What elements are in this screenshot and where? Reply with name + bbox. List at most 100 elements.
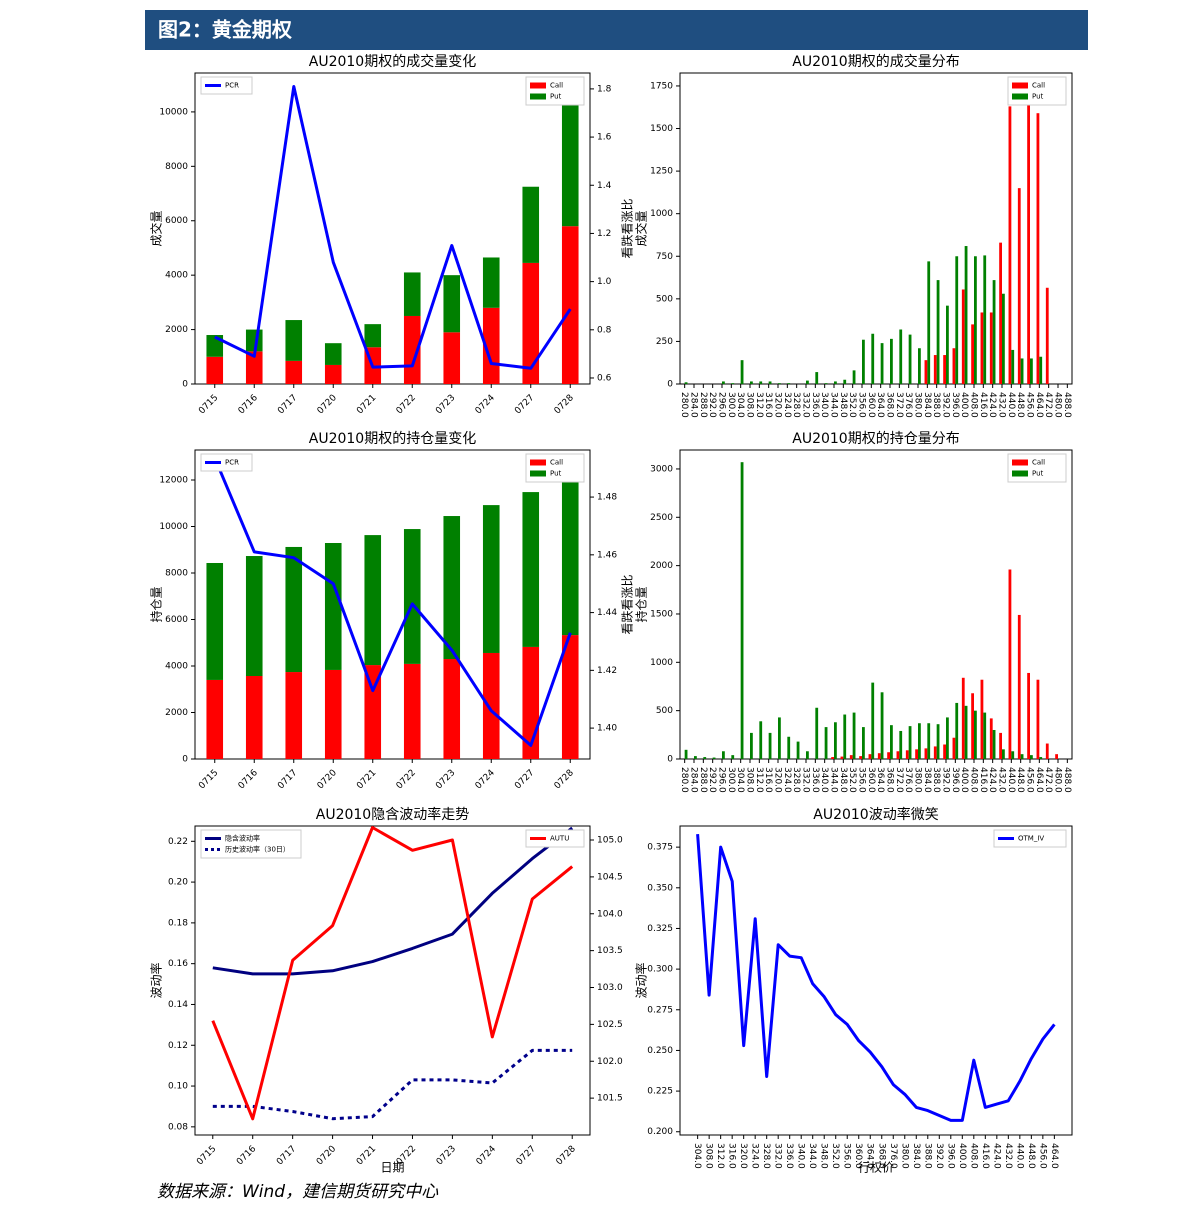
legend-swatch	[530, 470, 546, 477]
legend-label: Call	[550, 82, 563, 90]
x-tick-label: 312.0	[754, 767, 764, 793]
y-tick-label: 2000	[165, 708, 188, 718]
chart-title: AU2010波动率微笑	[813, 806, 938, 823]
y2-tick-label: 101.5	[597, 1094, 623, 1104]
bar	[924, 360, 928, 384]
bar	[1036, 113, 1040, 385]
x-tick-label: 440.0	[1006, 392, 1016, 418]
bar	[443, 659, 461, 759]
bar	[768, 381, 772, 384]
x-tick-label: 368.0	[885, 392, 895, 418]
bar	[834, 381, 837, 384]
x-tick-label: 0720	[316, 768, 339, 791]
chart-title: AU2010期权的持仓量分布	[792, 431, 959, 447]
y-tick-label: 0	[667, 755, 673, 765]
bar	[815, 707, 819, 759]
y-tick-label: 1500	[650, 609, 673, 619]
bar	[824, 727, 828, 759]
y-tick-label: 6000	[165, 216, 188, 226]
bar	[983, 712, 987, 759]
x-tick-label: 0722	[395, 393, 418, 416]
x-tick-label: 376.0	[903, 392, 913, 418]
bar	[778, 383, 781, 384]
x-tick-label: 316.0	[763, 392, 773, 418]
x-tick-label: 0728	[555, 1144, 578, 1167]
x-tick-label: 432.0	[997, 392, 1007, 418]
x-tick-label: 340.0	[819, 767, 829, 793]
bar	[787, 383, 791, 384]
bar	[859, 756, 862, 759]
y-axis-label: 持仓量	[634, 586, 649, 622]
y2-tick-label: 104.5	[597, 872, 623, 882]
x-tick-label: 0727	[515, 1144, 538, 1167]
x-tick-label: 396.0	[950, 392, 960, 418]
legend-box	[1007, 76, 1067, 106]
y-tick-label: 12000	[159, 475, 188, 485]
bar	[971, 693, 974, 759]
x-tick-label: 372.0	[894, 767, 904, 793]
bar	[522, 186, 540, 263]
legend-label: Call	[1032, 82, 1045, 90]
bar	[684, 749, 688, 759]
x-tick-label: 376.0	[903, 767, 913, 793]
x-tick-label: 416.0	[980, 1143, 990, 1169]
bar	[206, 562, 224, 680]
x-tick-label: 384.0	[922, 392, 932, 418]
y2-tick-label: 0.6	[597, 373, 612, 383]
x-tick-label: 344.0	[829, 767, 839, 793]
y-tick-label: 0.200	[647, 1127, 673, 1137]
bar	[403, 529, 421, 664]
bar	[324, 669, 342, 759]
y-tick-label: 10000	[159, 107, 188, 117]
bar	[992, 729, 996, 759]
x-tick-label: 356.0	[842, 1143, 852, 1169]
y-axis-label: 持仓量	[149, 586, 164, 622]
bar	[1008, 106, 1012, 384]
x-tick-label: 316.0	[763, 767, 773, 793]
x-tick-label: 332.0	[801, 767, 811, 793]
y2-tick-label: 1.4	[597, 181, 612, 191]
x-tick-label: 292.0	[707, 767, 717, 793]
y2-tick-label: 103.0	[597, 983, 623, 993]
x-tick-label: 340.0	[819, 392, 829, 418]
bar	[403, 663, 421, 759]
x-tick-label: 312.0	[754, 392, 764, 418]
bar	[824, 383, 828, 384]
x-tick-label: 0728	[553, 393, 576, 416]
x-tick-label: 336.0	[784, 1143, 794, 1169]
legend-box	[525, 829, 585, 848]
y-tick-label: 6000	[165, 615, 188, 625]
x-tick-label: 0717	[276, 393, 299, 416]
x-tick-label: 328.0	[791, 392, 801, 418]
x-tick-label: 388.0	[922, 1143, 932, 1169]
x-tick-label: 364.0	[865, 1143, 875, 1169]
y-tick-label: 0.350	[647, 883, 673, 893]
y-tick-label: 0	[182, 380, 188, 390]
bar	[787, 736, 791, 759]
x-tick-label: 332.0	[773, 1143, 783, 1169]
bar	[834, 722, 837, 759]
x-tick-label: 364.0	[875, 767, 885, 793]
x-tick-label: 432.0	[1003, 1143, 1013, 1169]
x-tick-label: 0724	[474, 768, 497, 791]
x-tick-label: 424.0	[987, 392, 997, 418]
bar	[983, 255, 987, 384]
y-tick-label: 500	[656, 294, 673, 304]
x-tick-label: 396.0	[950, 767, 960, 793]
bar	[880, 343, 884, 384]
bar	[924, 748, 928, 759]
bar	[1027, 672, 1030, 759]
x-tick-label: 360.0	[866, 392, 876, 418]
legend-box	[200, 453, 253, 472]
x-tick-label: 0722	[395, 768, 418, 791]
x-tick-label: 388.0	[931, 392, 941, 418]
x-axis-label: 行权价	[858, 1161, 894, 1175]
bar	[877, 753, 881, 759]
bar	[843, 379, 847, 384]
y2-tick-label: 1.48	[597, 493, 617, 503]
x-tick-label: 464.0	[1034, 767, 1044, 793]
y-tick-label: 0.375	[647, 843, 673, 853]
bar	[1030, 755, 1033, 759]
legend-label: Put	[1032, 470, 1044, 478]
bar	[1002, 293, 1005, 384]
